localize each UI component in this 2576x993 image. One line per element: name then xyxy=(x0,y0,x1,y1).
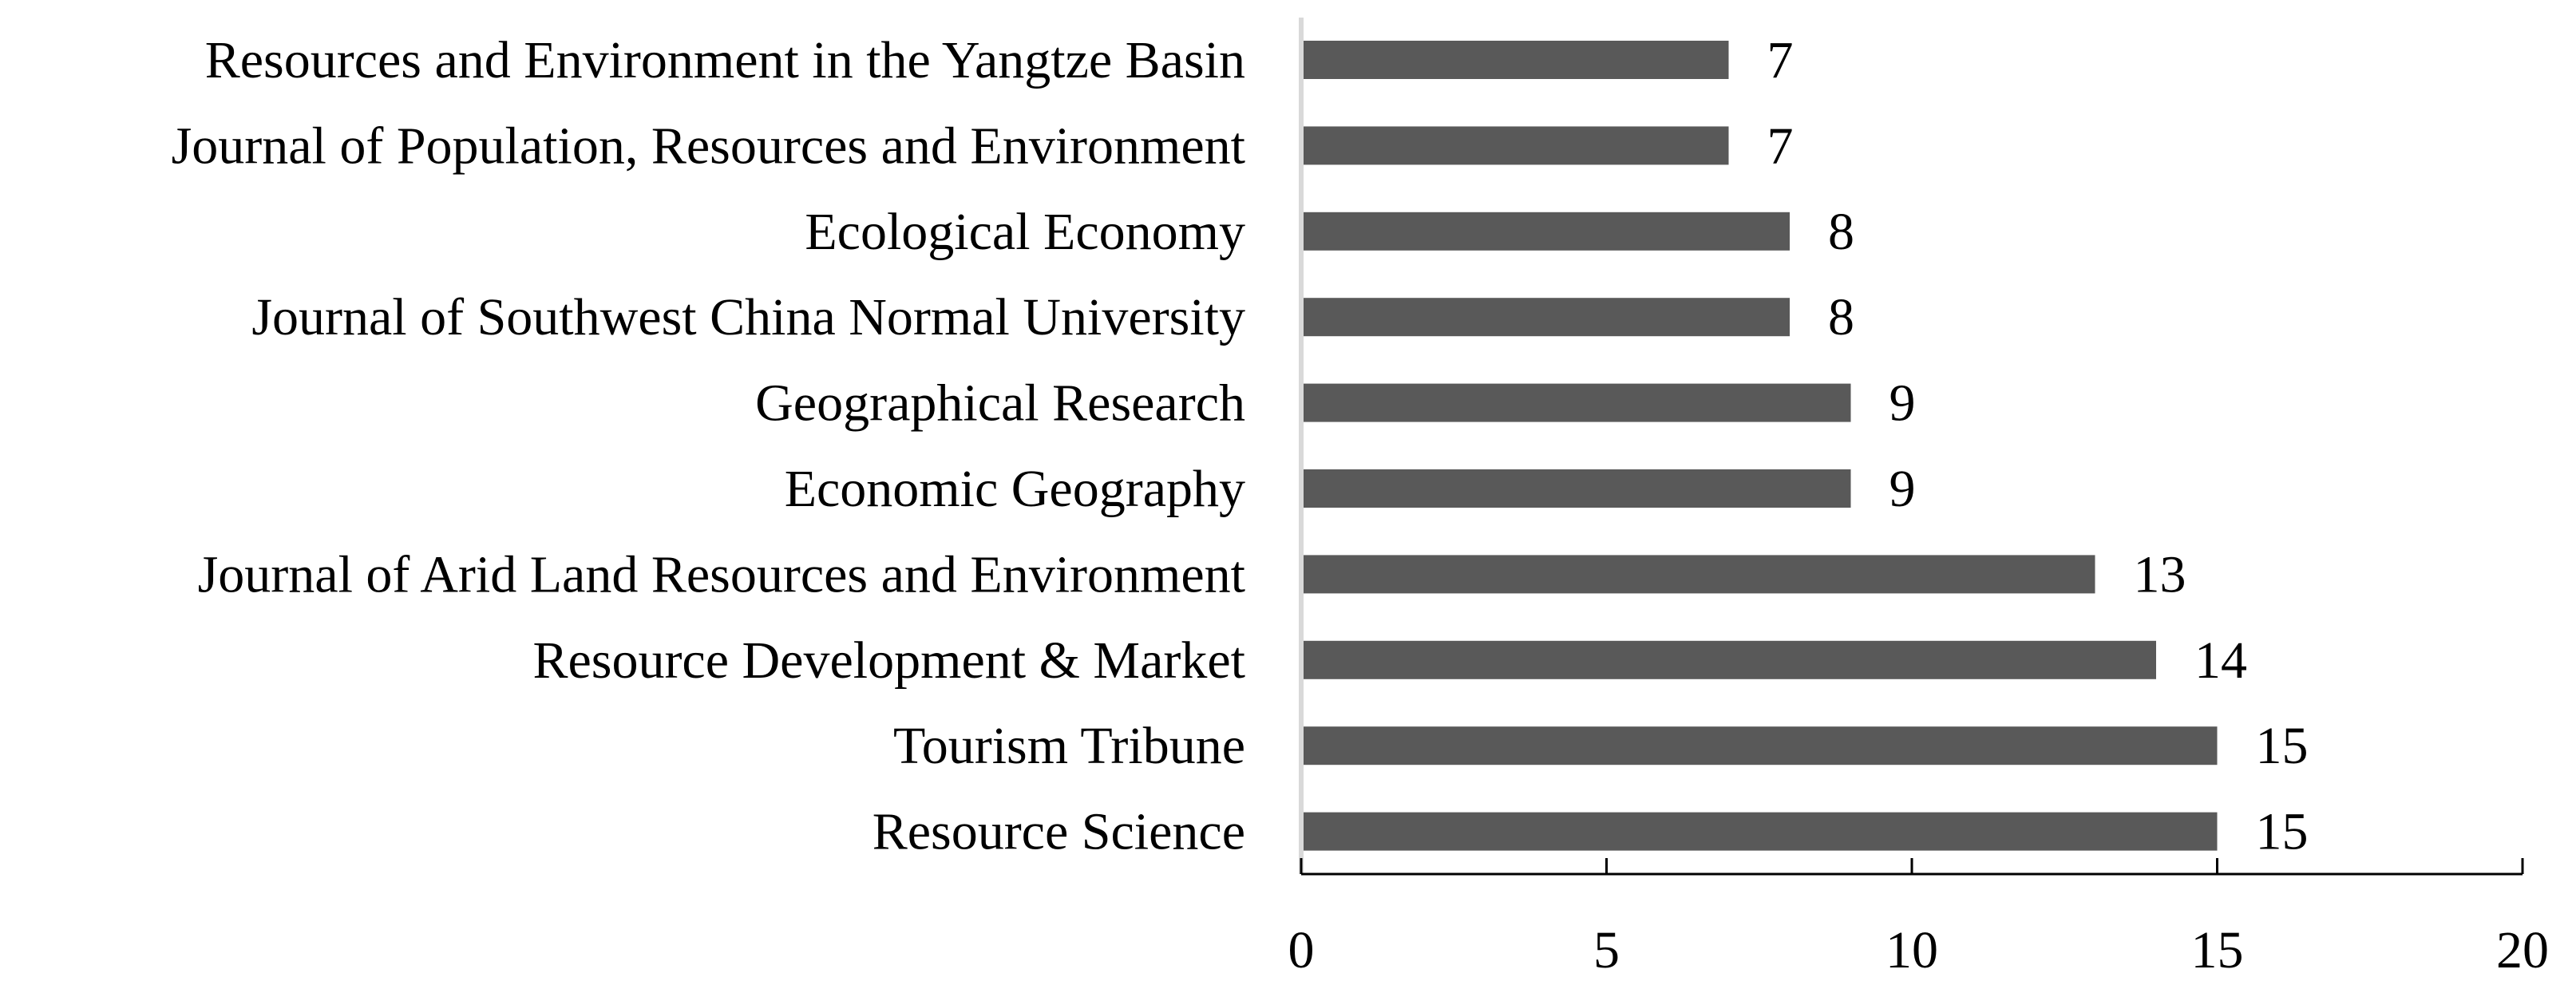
category-label: Journal of Population, Resources and Env… xyxy=(172,117,1245,175)
bar-value-label: 15 xyxy=(2256,717,2309,775)
tick-labels-layer: 0 5 10 15 20 xyxy=(1288,921,2550,979)
bar xyxy=(1301,41,1729,79)
x-tick-label: 5 xyxy=(1593,921,1620,979)
bar-value-label: 8 xyxy=(1828,288,1854,346)
category-label: Resource Development & Market xyxy=(532,631,1245,690)
bar xyxy=(1301,640,2156,679)
bar xyxy=(1301,469,1851,508)
bar-value-label: 8 xyxy=(1828,203,1854,261)
bar xyxy=(1301,126,1729,165)
category-label: Tourism Tribune xyxy=(893,717,1245,775)
bar-value-label: 14 xyxy=(2194,631,2247,690)
axes-layer xyxy=(1299,18,2524,876)
category-label: Resource Science xyxy=(873,803,1245,861)
bar xyxy=(1301,298,1790,337)
category-label: Ecological Economy xyxy=(805,203,1245,261)
bars-layer xyxy=(1301,41,2218,851)
category-labels-layer: Resources and Environment in the Yangtze… xyxy=(172,31,1245,861)
category-label: Geographical Research xyxy=(755,374,1245,433)
bar xyxy=(1301,383,1851,422)
bar-value-label: 13 xyxy=(2134,545,2186,603)
bar-value-label: 15 xyxy=(2256,803,2309,861)
bar-value-label: 9 xyxy=(1889,374,1916,433)
bar-value-label: 7 xyxy=(1767,31,1794,89)
x-tick-label: 20 xyxy=(2496,921,2549,979)
x-tick-label: 15 xyxy=(2191,921,2244,979)
bar xyxy=(1301,212,1790,251)
x-tick-label: 0 xyxy=(1288,921,1315,979)
category-label: Journal of Southwest China Normal Univer… xyxy=(251,288,1245,346)
bar xyxy=(1301,726,2218,766)
bar-value-label: 9 xyxy=(1889,460,1916,518)
x-tick-label: 10 xyxy=(1886,921,1938,979)
bar-value-label: 7 xyxy=(1767,117,1794,175)
category-label: Journal of Arid Land Resources and Envir… xyxy=(198,545,1245,603)
category-label: Resources and Environment in the Yangtze… xyxy=(205,31,1245,89)
bar xyxy=(1301,555,2095,594)
bar xyxy=(1301,812,2218,851)
category-label: Economic Geography xyxy=(785,460,1245,518)
